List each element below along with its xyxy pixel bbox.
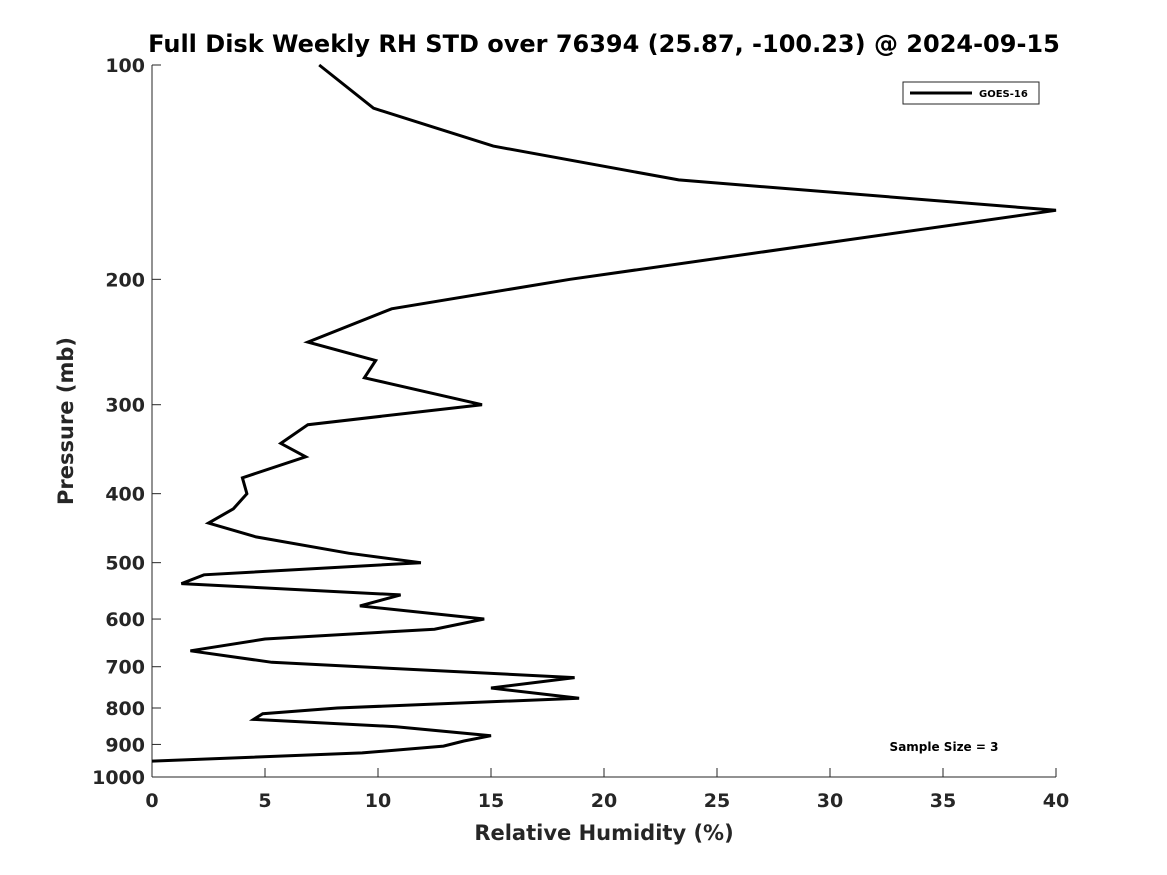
- y-axis-label: Pressure (mb): [54, 337, 78, 505]
- x-tick-label: 25: [704, 790, 730, 812]
- x-tick-label: 15: [478, 790, 504, 812]
- y-tick-label: 400: [105, 484, 145, 506]
- sample-size-annotation: Sample Size = 3: [890, 740, 999, 754]
- x-tick-label: 40: [1043, 790, 1069, 812]
- chart-title: Full Disk Weekly RH STD over 76394 (25.8…: [148, 30, 1060, 58]
- y-tick-label: 100: [105, 55, 145, 77]
- y-ticks: 100 200 300 400 500 600 700 800 900 1000: [92, 55, 161, 789]
- legend: GOES-16: [902, 81, 1040, 105]
- x-ticks: 0 5 10 15 20 25 30 35 40: [145, 768, 1069, 812]
- x-tick-label: 35: [930, 790, 956, 812]
- y-tick-label: 700: [105, 657, 145, 679]
- x-tick-label: 0: [145, 790, 158, 812]
- x-axis-label: Relative Humidity (%): [474, 821, 733, 845]
- y-tick-label: 800: [105, 698, 145, 720]
- y-tick-label: 500: [105, 553, 145, 575]
- y-tick-label: 600: [105, 609, 145, 631]
- y-tick-label: 1000: [92, 767, 145, 789]
- plot-area: [152, 65, 1056, 777]
- y-tick-label: 300: [105, 395, 145, 417]
- x-tick-label: 20: [591, 790, 617, 812]
- y-tick-label: 900: [105, 734, 145, 756]
- x-tick-label: 30: [817, 790, 843, 812]
- x-tick-label: 5: [258, 790, 271, 812]
- series-line-goes-16: [151, 63, 1057, 763]
- legend-label: GOES-16: [979, 89, 1028, 100]
- x-tick-label: 10: [365, 790, 391, 812]
- y-tick-label: 200: [105, 269, 145, 291]
